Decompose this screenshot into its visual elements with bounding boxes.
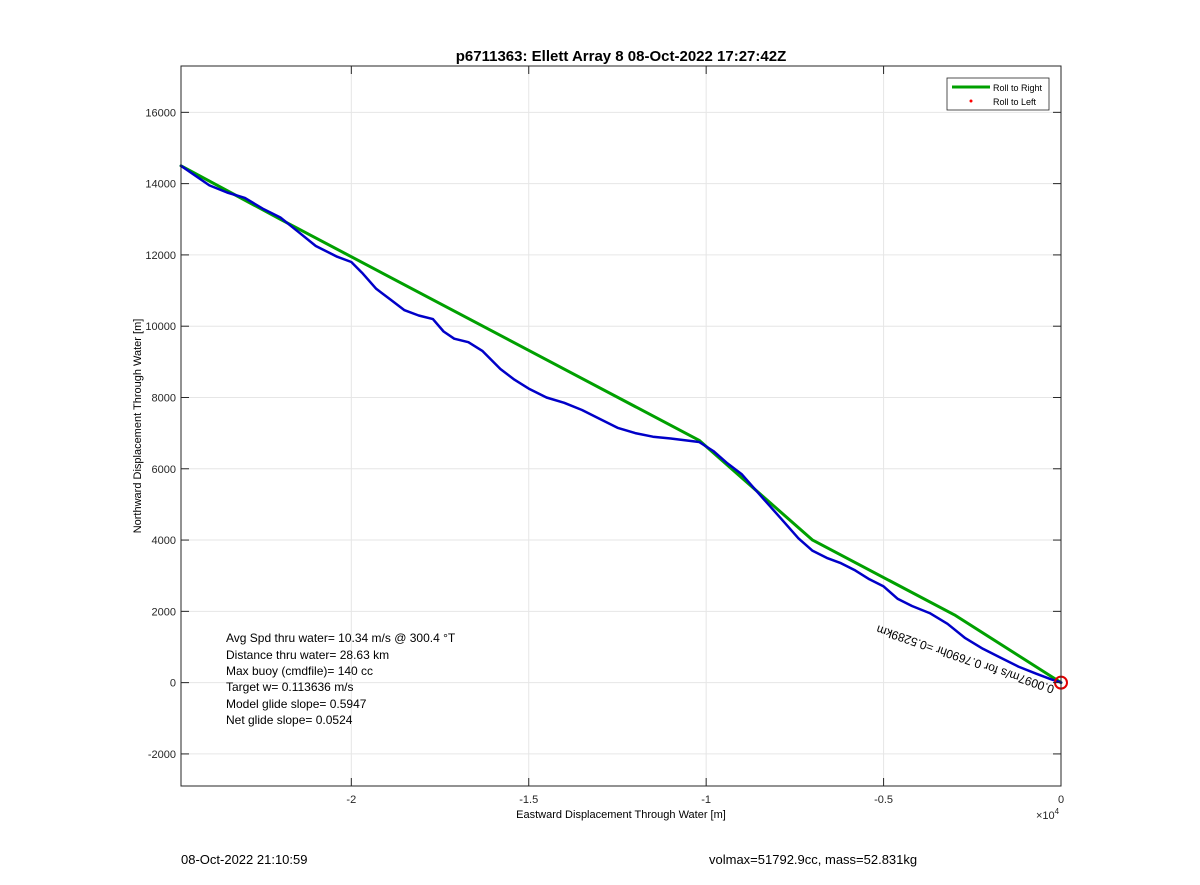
y-tick-label: 8000 xyxy=(152,392,176,404)
stat-line: Avg Spd thru water= 10.34 m/s @ 300.4 °T xyxy=(226,631,456,645)
legend-box xyxy=(946,77,1050,111)
y-tick-label: 10000 xyxy=(145,321,176,333)
y-tick-label: 14000 xyxy=(145,179,176,191)
legend: Roll to Right Roll to Left xyxy=(946,77,1050,111)
stat-line: Net glide slope= 0.0524 xyxy=(226,713,353,727)
y-tick-label: 16000 xyxy=(145,107,176,119)
stat-line: Model glide slope= 0.5947 xyxy=(226,697,367,711)
chart-title: p6711363: Ellett Array 8 08-Oct-2022 17:… xyxy=(456,48,786,65)
x-exponent-label: ×104 xyxy=(1036,807,1060,822)
y-tick-label: 6000 xyxy=(152,464,176,476)
x-tick-label: 0 xyxy=(1058,794,1064,806)
x-tick-label: -1.5 xyxy=(519,794,538,806)
legend-swatch-roll-left xyxy=(969,99,973,103)
plot-area xyxy=(181,66,1061,786)
stat-line: Max buoy (cmdfile)= 140 cc xyxy=(226,664,373,678)
series-track xyxy=(179,164,1063,684)
y-tick-label: 4000 xyxy=(152,535,176,547)
footer-volmax-mass: volmax=51792.9cc, mass=52.831kg xyxy=(709,852,918,867)
footer-timestamp: 08-Oct-2022 21:10:59 xyxy=(181,852,308,867)
x-tick-label: -0.5 xyxy=(874,794,893,806)
stat-line: Target w= 0.113636 m/s xyxy=(226,680,354,694)
y-tick-label: 0 xyxy=(170,678,176,690)
stat-line: Distance thru water= 28.63 km xyxy=(226,648,389,662)
axes-layer: -2 -1.5 -1 -0.5 0 -2000 0 2000 4000 6000 8000 10000… xyxy=(145,66,1064,806)
y-axis-label: Northward Displacement Through Water [m] xyxy=(132,319,144,534)
y-tick-label: 12000 xyxy=(145,250,176,262)
x-tick-label: -1 xyxy=(701,794,711,806)
stats-text-block: Avg Spd thru water= 10.34 m/s @ 300.4 °T… xyxy=(226,631,456,727)
y-tick-label: 2000 xyxy=(152,606,176,618)
x-tick-label: -2 xyxy=(346,794,356,806)
legend-label-roll-right: Roll to Right xyxy=(993,83,1043,93)
plot-frame xyxy=(180,65,1062,787)
y-tick-label: -2000 xyxy=(148,749,176,761)
x-axis-label: Eastward Displacement Through Water [m] xyxy=(516,809,726,821)
legend-label-roll-left: Roll to Left xyxy=(993,97,1037,107)
